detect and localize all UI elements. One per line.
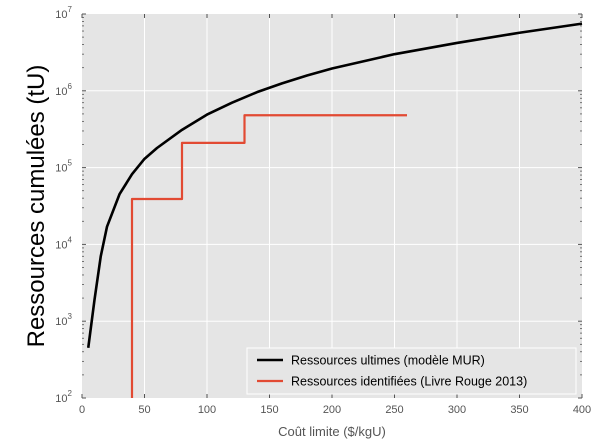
- y-tick-label: 106: [55, 82, 72, 98]
- x-tick-label: 400: [573, 404, 591, 416]
- x-tick-label: 50: [138, 404, 150, 416]
- x-axis-label: Coût limite ($/kgU): [278, 424, 386, 439]
- x-tick-label: 200: [323, 404, 341, 416]
- y-tick-label: 104: [55, 235, 72, 251]
- legend: Ressources ultimes (modèle MUR) Ressource…: [247, 348, 576, 394]
- x-tick-label: 150: [260, 404, 278, 416]
- x-tick-label: 250: [385, 404, 403, 416]
- y-tick-label: 107: [55, 5, 72, 21]
- y-axis-label: Ressources cumulées (tU): [23, 65, 50, 348]
- x-tick-label: 350: [510, 404, 528, 416]
- legend-label-1: Ressources ultimes (modèle MUR): [291, 354, 485, 368]
- y-tick-label: 103: [55, 312, 72, 328]
- y-tick-label: 105: [55, 159, 72, 175]
- x-tick-label: 300: [448, 404, 466, 416]
- legend-label-2: Ressources identifiées (Livre Rouge 2013…: [291, 375, 527, 389]
- y-tick-label: 102: [55, 389, 72, 405]
- x-tick-label: 100: [198, 404, 216, 416]
- x-tick-label: 0: [79, 404, 85, 416]
